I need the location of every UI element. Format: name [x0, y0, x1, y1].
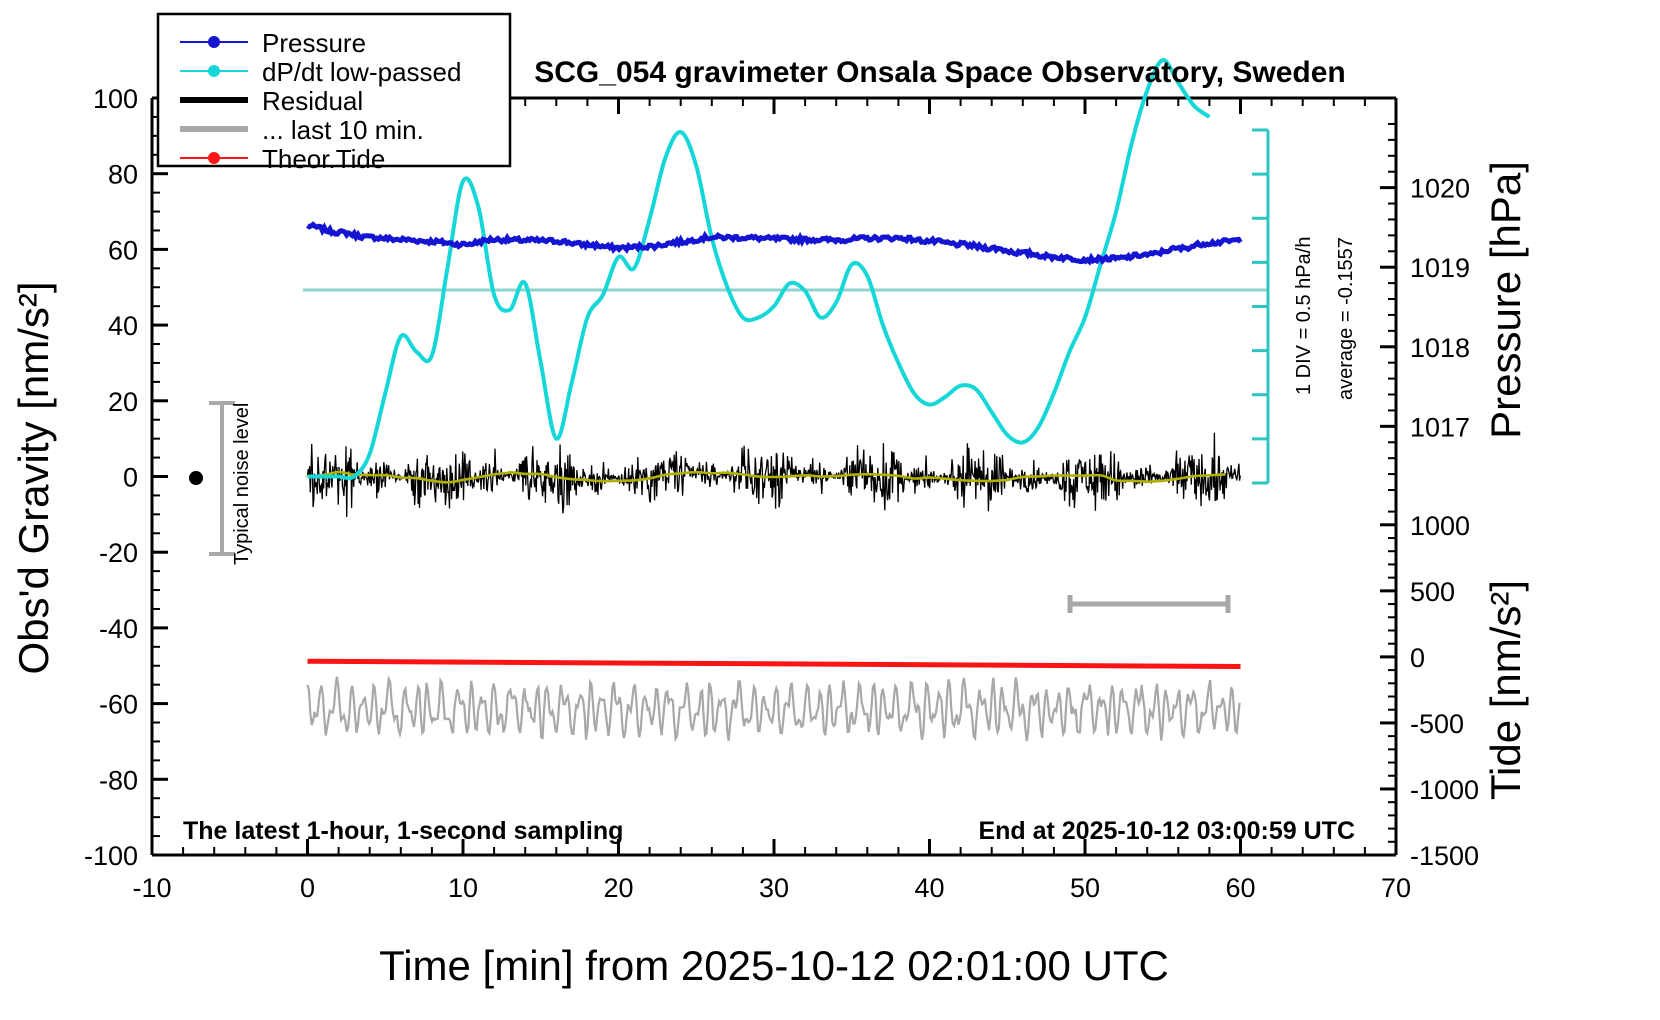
y-tick-label: 20: [108, 387, 138, 417]
y-tick-label: -80: [99, 765, 138, 795]
typical-noise-level-marker: [189, 401, 235, 556]
y-tick-label: -100: [84, 841, 138, 871]
footer-left-note: The latest 1-hour, 1-second sampling: [183, 817, 623, 845]
pressure-trace: [306, 221, 1243, 266]
pressure-tick-label: 1019: [1410, 253, 1470, 283]
legend-label: Residual: [262, 86, 363, 116]
residual-lowpass-trace: [305, 470, 1226, 484]
dpdt-average-label: average = -0.1557: [1335, 237, 1357, 400]
legend-label: Pressure: [262, 28, 366, 58]
tide-tick-label: 1000: [1410, 511, 1470, 541]
footer-right-note: End at 2025-10-12 03:00:59 UTC: [978, 817, 1355, 845]
x-axis-title: Time [min] from 2025-10-12 02:01:00 UTC: [379, 942, 1169, 989]
x-tick-labels: -10 0 10 20 30 40 50 60 70: [132, 873, 1411, 903]
y-tick-label: -40: [99, 614, 138, 644]
pressure-tick-label: 1020: [1410, 174, 1470, 204]
x-tick-label: 40: [914, 873, 944, 903]
legend-marker-dot: [208, 36, 220, 48]
y-tick-label: 100: [93, 84, 138, 114]
chart-title: SCG_054 gravimeter Onsala Space Observat…: [534, 56, 1346, 89]
legend-marker-dot: [208, 65, 220, 77]
y-tick-label: 80: [108, 160, 138, 190]
pressure-tick-label: 1018: [1410, 333, 1470, 363]
tide-tick-label: -1000: [1410, 775, 1479, 805]
tide-tick-label: 0: [1410, 643, 1425, 673]
pressure-axis-title: Pressure [hPa]: [1482, 161, 1529, 439]
tide-tick-labels: 1000 500 0 -500 -1000 -1500: [1410, 511, 1479, 871]
theoretical-tide-trace: [307, 658, 1241, 670]
y-tick-label: -20: [99, 538, 138, 568]
x-tick-label: 70: [1381, 873, 1411, 903]
x-tick-label: 0: [300, 873, 315, 903]
x-tick-label: 30: [759, 873, 789, 903]
tide-tick-label: -500: [1410, 709, 1464, 739]
last-10-min-trace: [306, 675, 1241, 743]
x-tick-label: 60: [1225, 873, 1255, 903]
x-tick-label: 50: [1070, 873, 1100, 903]
legend-label: Theor.Tide: [262, 144, 385, 174]
legend-label: dP/dt low-passed: [262, 57, 461, 87]
y-tick-labels: -100 -80 -60 -40 -20 0 20 40 60 80 100: [84, 84, 138, 871]
last-10-min-scale-bar: [1067, 595, 1231, 613]
dpdt-division-label: 1 DIV = 0.5 hPa/h: [1293, 237, 1315, 395]
y-tick-label: 0: [123, 463, 138, 493]
legend-marker-dot: [208, 152, 220, 164]
legend-label: ... last 10 min.: [262, 115, 424, 145]
dpdt-scale-ticks: [1252, 128, 1268, 485]
x-tick-label: -10: [132, 873, 171, 903]
pressure-tick-labels: 1020 1019 1018 1017: [1410, 174, 1470, 443]
y-axis-title: Obs'd Gravity [nm/s²]: [10, 281, 57, 674]
typical-noise-level-label: Typical noise level: [231, 403, 253, 565]
y-tick-label: 40: [108, 311, 138, 341]
y-tick-label: 60: [108, 235, 138, 265]
pressure-tick-label: 1017: [1410, 412, 1470, 442]
y-tick-label: -60: [99, 690, 138, 720]
dpdt-lowpass-trace: [307, 58, 1211, 481]
x-tick-label: 10: [448, 873, 478, 903]
tide-axis-title: Tide [nm/s²]: [1482, 580, 1529, 800]
tide-tick-label: 500: [1410, 577, 1455, 607]
x-tick-label: 20: [603, 873, 633, 903]
tide-tick-label: -1500: [1410, 841, 1479, 871]
